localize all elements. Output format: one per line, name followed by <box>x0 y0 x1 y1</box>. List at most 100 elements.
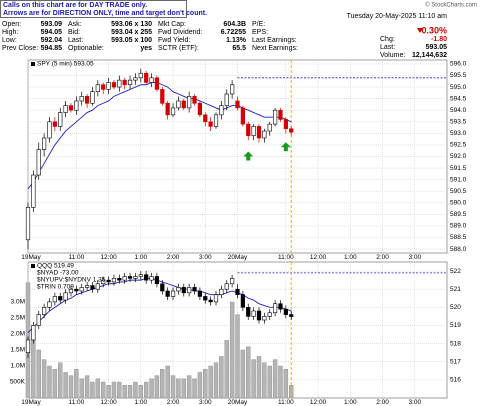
volume-bar <box>52 369 58 399</box>
volume-bar <box>122 385 127 399</box>
y-tick-label: 595.5 <box>450 72 467 79</box>
candle-body <box>251 126 256 136</box>
volume-bar <box>36 349 41 399</box>
quote-label: Low: <box>2 37 17 44</box>
candle-body <box>256 126 262 139</box>
volume-bar <box>154 375 160 399</box>
candle-body <box>289 314 294 317</box>
volume-bar <box>219 356 224 399</box>
candle-body <box>122 276 127 281</box>
candle-body <box>251 310 256 317</box>
volume-bar <box>111 381 117 399</box>
quote-value: 6.72255 <box>221 29 246 36</box>
x-tick-label: 1:00 <box>344 399 357 406</box>
quote-label: Chg: <box>380 36 395 43</box>
volume-bar <box>262 362 267 399</box>
x-tick-label: 11:00 <box>278 254 294 261</box>
volume-bar <box>106 385 111 399</box>
volume-bar <box>278 365 283 399</box>
volume-bar <box>41 359 47 399</box>
candle-body <box>42 307 47 315</box>
candle-body <box>36 314 41 326</box>
candle-body <box>36 149 41 176</box>
volume-tick-label: 500K <box>10 379 26 386</box>
candle-body <box>197 102 202 116</box>
candle-body <box>283 119 288 130</box>
candle-body <box>79 96 84 102</box>
candle-body <box>240 107 245 125</box>
volume-bar <box>101 381 106 399</box>
candle-body <box>256 310 262 321</box>
down-triangle <box>417 28 423 33</box>
candle-body <box>278 303 283 310</box>
quote-label: Last: <box>380 44 395 51</box>
candle-body <box>84 96 90 104</box>
candle-body <box>267 123 272 132</box>
candle-body <box>181 100 186 109</box>
volume-bar <box>127 385 133 399</box>
x-tick-label: 12:00 <box>310 399 327 406</box>
candle-body <box>138 274 143 277</box>
candle-body <box>283 308 288 315</box>
candle-body <box>101 279 106 285</box>
candle-body <box>154 77 160 90</box>
volume-bar <box>213 362 219 399</box>
y-tick-label: 589.5 <box>450 211 467 218</box>
quote-value: 593.09 <box>41 21 63 28</box>
volume-bar <box>84 375 90 399</box>
quote-value: -1.80 <box>431 36 447 43</box>
x-tick-label: 11:00 <box>68 254 84 261</box>
candle-body <box>90 91 95 104</box>
candle-body <box>47 301 52 308</box>
candle-body <box>90 285 95 290</box>
candle-body <box>187 287 192 294</box>
candle-body <box>208 299 213 303</box>
quote-value: 12,144,632 <box>412 52 447 59</box>
x-tick-label: 2:00 <box>167 254 180 261</box>
legend-label: $NYUPV:$NYDNV 1.35 <box>37 277 106 284</box>
direction-arrow <box>243 151 254 161</box>
y-tick-label: 518 <box>450 340 461 347</box>
volume-bar <box>90 381 95 399</box>
volume-bar <box>95 378 101 399</box>
x-tick-label: 20May <box>228 399 248 406</box>
volume-bar <box>181 378 186 399</box>
quote-label: Fwd Dividend: <box>158 29 202 36</box>
x-tick-label: 1:00 <box>134 254 147 261</box>
candle-body <box>213 114 219 127</box>
y-tick-label: 594.0 <box>450 107 467 114</box>
candle-body <box>31 174 36 208</box>
candle-body <box>165 102 170 116</box>
notice-line: Arrows are for DIRECTION ONLY, time and … <box>3 10 207 17</box>
volume-bar <box>117 381 122 399</box>
volume-bar <box>133 381 138 399</box>
x-tick-label: 20May <box>228 254 248 261</box>
candle-body <box>208 121 213 127</box>
quote-label: Volume: <box>380 52 405 59</box>
candle-body <box>68 105 74 111</box>
moving-average <box>27 82 292 190</box>
candle-body <box>25 207 31 241</box>
candle-body <box>262 130 267 139</box>
volume-tick-label: 1.0M <box>11 363 25 370</box>
quote-label: Prev Close: <box>2 45 38 52</box>
candle-body <box>187 96 192 109</box>
quote-value: 593.05 x 100 <box>111 37 152 44</box>
quote-label: EPS: <box>252 29 268 36</box>
watermark: © StockCharts.com <box>425 2 477 9</box>
candle-body <box>192 287 197 292</box>
x-tick-label: 1:00 <box>134 399 147 406</box>
volume-bar <box>74 369 79 399</box>
change-percent: -0.30% <box>418 25 447 35</box>
volume-bar <box>197 372 203 399</box>
candle-body <box>95 283 100 290</box>
volume-bar <box>63 372 68 399</box>
candle-body <box>84 285 90 288</box>
candle-body <box>106 279 111 283</box>
candle-body <box>235 288 240 295</box>
notice-line: Calls on this chart are for DAY TRADE on… <box>3 2 147 9</box>
candle-body <box>176 287 181 292</box>
x-tick-label: 19May <box>21 254 41 261</box>
candle-body <box>58 296 63 301</box>
